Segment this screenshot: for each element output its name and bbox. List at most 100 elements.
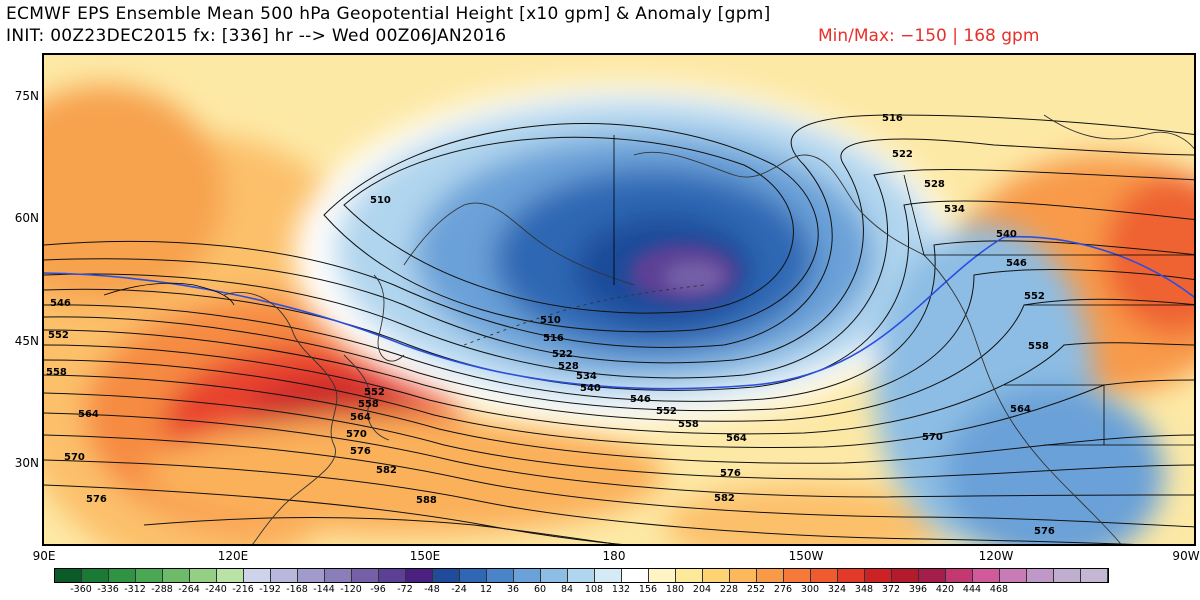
contour-label-576: 576 (350, 446, 371, 457)
lat-label-75n: 75N (14, 89, 39, 103)
contour-label-540: 540 (996, 229, 1017, 240)
contour-label-552: 552 (656, 406, 677, 417)
colorbar-tick-label: 228 (719, 584, 739, 595)
contour-label-564: 564 (726, 433, 747, 444)
colorbar-tick-label: -312 (124, 584, 146, 595)
colorbar-swatch (595, 569, 622, 582)
colorbar-tick-label: 252 (746, 584, 766, 595)
map-panel: 510 510 516 516 522 522 528 528 534 534 … (42, 53, 1196, 546)
contour-label-528: 528 (558, 361, 579, 372)
contour-label-582: 582 (714, 493, 735, 504)
colorbar-swatch (55, 569, 82, 582)
colorbar-swatch (487, 569, 514, 582)
colorbar-swatch (460, 569, 487, 582)
colorbar-swatch (163, 569, 190, 582)
colorbar-swatch (298, 569, 325, 582)
colorbar-tick-label: 396 (908, 584, 928, 595)
colorbar-tick-label: 300 (800, 584, 820, 595)
contour-label-534: 534 (576, 371, 597, 382)
contour-label-516: 516 (882, 113, 903, 124)
colorbar-swatch (379, 569, 406, 582)
colorbar-tick-label: -288 (151, 584, 173, 595)
colorbar-tick-label: 108 (584, 584, 604, 595)
colorbar-tick-label: -216 (232, 584, 254, 595)
anomaly-map: 510 510 516 516 522 522 528 528 534 534 … (44, 55, 1194, 544)
contour-label-582: 582 (376, 465, 397, 476)
colorbar-swatch (649, 569, 676, 582)
colorbar-swatch (190, 569, 217, 582)
colorbar-tick-label: 444 (962, 584, 982, 595)
colorbar-swatch (325, 569, 352, 582)
colorbar-tick-label: -24 (451, 584, 467, 595)
map-title: ECMWF EPS Ensemble Mean 500 hPa Geopoten… (6, 4, 771, 24)
colorbar-swatch (892, 569, 919, 582)
borders (103, 135, 1194, 446)
colorbar-tick-label: 420 (935, 584, 955, 595)
colorbar-swatch (973, 569, 1000, 582)
colorbar-swatch (703, 569, 730, 582)
contour-label-564: 564 (78, 409, 99, 420)
colorbar-tick-label: 12 (479, 584, 493, 595)
contour-label-558: 558 (1028, 341, 1049, 352)
contour-label-522: 522 (892, 149, 913, 160)
highlight-540-contour (44, 235, 1194, 390)
colorbar-tick-label: -120 (340, 584, 362, 595)
colorbar-tick-label: 84 (560, 584, 574, 595)
colorbar-tick-label: 60 (533, 584, 547, 595)
contour-label-558: 558 (46, 367, 67, 378)
colorbar-swatch (541, 569, 568, 582)
lon-label-90w: 90W (1172, 549, 1200, 563)
colorbar-swatch (433, 569, 460, 582)
contour-label-570: 570 (64, 452, 85, 463)
colorbar-tick-label: 180 (665, 584, 685, 595)
colorbar-tick-label: -336 (97, 584, 119, 595)
contour-label-564: 564 (1010, 404, 1031, 415)
colorbar-tick-label: -144 (313, 584, 335, 595)
height-contours (44, 114, 1194, 544)
lon-label-180: 180 (602, 549, 626, 563)
colorbar-tick-label: 348 (854, 584, 874, 595)
contour-label-558: 558 (678, 419, 699, 430)
colorbar-swatch (568, 569, 595, 582)
colorbar-swatch (271, 569, 298, 582)
contour-label-570: 570 (346, 429, 367, 440)
colorbar-swatch (514, 569, 541, 582)
colorbar-tick-label: 132 (611, 584, 631, 595)
lat-label-45n: 45N (14, 334, 39, 348)
colorbar-tick-label: 324 (827, 584, 847, 595)
contour-label-576: 576 (1034, 526, 1055, 537)
colorbar-swatch (217, 569, 244, 582)
contour-label-540: 540 (580, 383, 601, 394)
contour-label-552: 552 (364, 387, 385, 398)
colorbar-swatch (946, 569, 973, 582)
colorbar-swatch (622, 569, 649, 582)
contour-label-546: 546 (630, 394, 651, 405)
contour-label-570: 570 (922, 432, 943, 443)
colorbar-swatch (838, 569, 865, 582)
colorbar-swatch (136, 569, 163, 582)
colorbar-swatch (352, 569, 379, 582)
map-subtitle: INIT: 00Z23DEC2015 fx: [336] hr --> Wed … (6, 26, 507, 46)
colorbar-swatch (865, 569, 892, 582)
colorbar-tick-label: -48 (424, 584, 440, 595)
contour-label-576: 576 (720, 468, 741, 479)
contour-label-510: 510 (370, 195, 391, 206)
contour-label-576: 576 (86, 494, 107, 505)
colorbar-tick-label: 468 (989, 584, 1009, 595)
contour-label-534: 534 (944, 204, 965, 215)
colorbar-swatch (244, 569, 271, 582)
colorbar-swatch (784, 569, 811, 582)
lat-label-30n: 30N (14, 456, 39, 470)
contour-label-564: 564 (350, 412, 371, 423)
colorbar-tick-label: 276 (773, 584, 793, 595)
colorbar-tick-label: 156 (638, 584, 658, 595)
contour-label-510: 510 (540, 315, 561, 326)
colorbar-swatch (1027, 569, 1054, 582)
colorbar-tick-label: 372 (881, 584, 901, 595)
colorbar-swatch (406, 569, 433, 582)
colorbar-tick-label: -72 (397, 584, 413, 595)
colorbar-swatch (919, 569, 946, 582)
contour-label-588: 588 (416, 495, 437, 506)
colorbar-swatch (1054, 569, 1081, 582)
colorbar-swatch (1081, 569, 1108, 582)
